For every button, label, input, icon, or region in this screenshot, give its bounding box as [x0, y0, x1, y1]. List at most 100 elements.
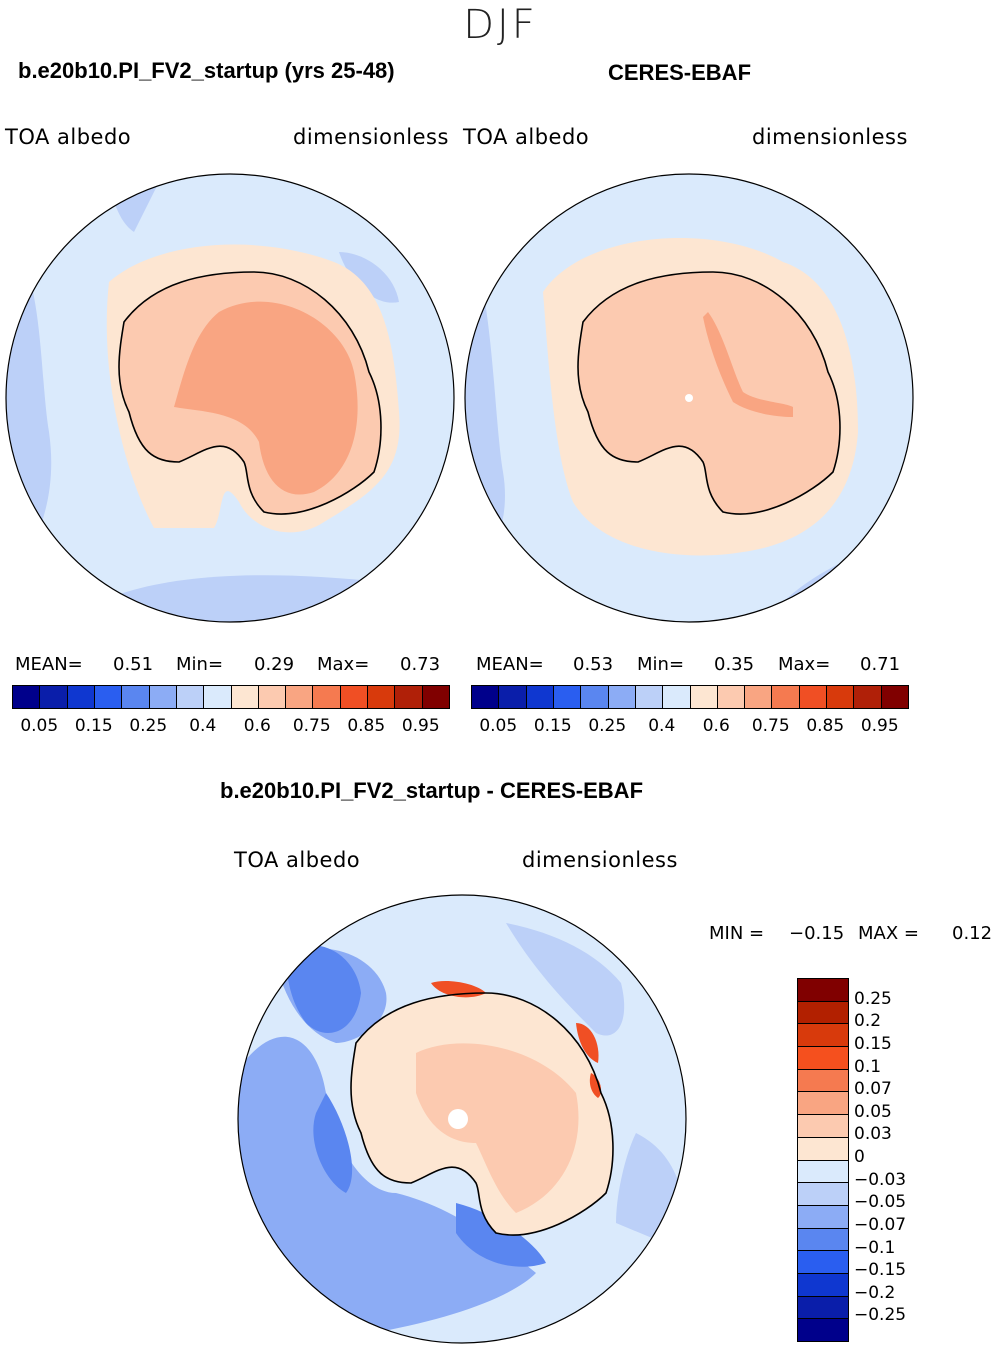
- colorbar-tick-label: 0.95: [860, 716, 899, 736]
- panel-2-min-label: Min=: [637, 654, 685, 675]
- colorbar-swatch: [122, 686, 150, 708]
- coastline: [577, 271, 841, 515]
- colorbar-tick-label: 0.25: [588, 716, 627, 736]
- colorbar-tick-label: 0.75: [751, 716, 790, 736]
- diff-colorbar-tick-label: 0.07: [854, 1079, 892, 1100]
- pole-marker: [685, 394, 693, 402]
- colorbar-tick-label: 0.6: [243, 716, 271, 736]
- colorbar-tick-label: 0.15: [533, 716, 572, 736]
- diff-min-value: −0.15: [789, 923, 845, 944]
- colorbar-swatch: [553, 686, 582, 708]
- panel-2-min-value: 0.35: [714, 654, 755, 675]
- colorbar-swatch: [690, 686, 718, 708]
- colorbar-swatch: [204, 686, 232, 708]
- diff-min-label: MIN =: [709, 923, 765, 944]
- panel-2-mean-label: MEAN=: [476, 654, 544, 675]
- diff-colorbar-tick-label: 0.05: [854, 1101, 892, 1122]
- colorbar-tick-label: 0.95: [401, 716, 440, 736]
- colorbar-swatch: [635, 686, 664, 708]
- panel-1-max-value: 0.73: [400, 654, 441, 675]
- colorbar-tick-label: 0.4: [189, 716, 217, 736]
- map-border: [5, 173, 455, 623]
- diff-colorbar-tick-label: −0.07: [854, 1214, 907, 1235]
- panel-2-variable-label: TOA albedo: [463, 125, 590, 149]
- colorbar-swatch: [258, 686, 287, 708]
- diff-colorbar-tick-label: 0: [854, 1147, 865, 1167]
- panel-2-max-value: 0.71: [860, 654, 901, 675]
- colorbar-swatch: [526, 686, 554, 708]
- diff-strong-negative: [456, 1203, 546, 1267]
- diff-colorbar-swatch: [798, 1024, 848, 1048]
- colorbar-swatch: [499, 686, 527, 708]
- diff-colorbar-swatch: [798, 1228, 848, 1252]
- diff-negative-region: [506, 923, 625, 1036]
- panel-1-min-value: 0.29: [254, 654, 295, 675]
- colorbar-swatch: [772, 686, 800, 708]
- diff-colorbar-tick-label: −0.25: [854, 1305, 907, 1326]
- diff-colorbar-tick-label: 0.1: [854, 1056, 882, 1077]
- panel-1-mean-value: 0.51: [113, 654, 154, 675]
- colorbar-tick-label: 0.25: [129, 716, 168, 736]
- diff-colorbar-tick-label: −0.05: [854, 1192, 907, 1213]
- colorbar-swatch: [231, 686, 259, 708]
- antarctica-coast-plateau: [578, 272, 840, 514]
- panel-1-min-label: Min=: [176, 654, 224, 675]
- diff-colorbar-tick-label: −0.1: [854, 1237, 896, 1258]
- colorbar-swatch: [94, 686, 123, 708]
- colorbar-swatch: [663, 686, 691, 708]
- diff-colorbar-swatch: [798, 1251, 848, 1274]
- diff-colorbar-tick-label: −0.15: [854, 1260, 907, 1281]
- colorbar-tick-label: 0.4: [648, 716, 676, 736]
- diff-colorbar-swatch: [798, 1296, 848, 1320]
- diff-colorbar-tick-label: 0.15: [854, 1033, 892, 1054]
- panel-1-title: b.e20b10.PI_FV2_startup (yrs 25-48): [18, 58, 395, 83]
- panel-1-colorbar: [12, 685, 450, 709]
- diff-colorbar-tick-label: −0.2: [854, 1282, 896, 1303]
- colorbar-swatch: [13, 686, 41, 708]
- diff-variable-label: TOA albedo: [234, 848, 361, 872]
- panel-2-title: CERES-EBAF: [608, 60, 752, 85]
- colorbar-swatch: [313, 686, 341, 708]
- colorbar-swatch: [149, 686, 177, 708]
- diff-colorbar-swatch: [798, 1137, 848, 1161]
- diff-colorbar-swatch: [798, 1092, 848, 1116]
- colorbar-swatch: [422, 686, 449, 708]
- observed-albedo-map: [464, 173, 914, 623]
- diff-negative-region: [238, 1036, 536, 1343]
- colorbar-swatch: [799, 686, 828, 708]
- map-border: [237, 894, 687, 1344]
- colorbar-swatch: [395, 686, 423, 708]
- antarctica-ridge: [703, 312, 793, 417]
- diff-colorbar-swatch: [798, 1183, 848, 1206]
- panel-1-mean-label: MEAN=: [15, 654, 83, 675]
- colorbar-tick-label: 0.75: [292, 716, 331, 736]
- colorbar-swatch: [67, 686, 95, 708]
- diff-colorbar-swatch: [798, 1001, 848, 1025]
- antarctica-interior: [174, 301, 358, 495]
- colorbar-swatch: [472, 686, 500, 708]
- panel-2-units-label: dimensionless: [752, 125, 908, 149]
- colorbar-swatch: [745, 686, 773, 708]
- diff-colorbar-tick-label: −0.03: [854, 1169, 907, 1190]
- diff-colorbar-swatch: [798, 979, 848, 1002]
- colorbar-swatch: [717, 686, 746, 708]
- panel-2-mean-value: 0.53: [573, 654, 614, 675]
- colorbar-swatch: [340, 686, 369, 708]
- colorbar-tick-label: 0.85: [347, 716, 386, 736]
- diff-colorbar-swatch: [798, 1069, 848, 1093]
- diff-colorbar-swatch: [798, 1205, 848, 1229]
- colorbar-tick-label: 0.05: [479, 716, 518, 736]
- ocean-low-band: [339, 252, 399, 303]
- diff-units-label: dimensionless: [522, 848, 678, 872]
- colorbar-swatch: [581, 686, 609, 708]
- coastline: [118, 271, 382, 515]
- diff-max-value: 0.12: [952, 923, 993, 944]
- colorbar-swatch: [368, 686, 396, 708]
- colorbar-swatch: [286, 686, 314, 708]
- colorbar-tick-label: 0.05: [20, 716, 59, 736]
- map-border: [464, 173, 914, 623]
- diff-colorbar-swatch: [798, 1273, 848, 1297]
- diff-colorbar-swatch: [798, 1319, 848, 1341]
- diff-positive-hotspot: [589, 1073, 602, 1098]
- diff-positive-interior: [416, 1043, 579, 1213]
